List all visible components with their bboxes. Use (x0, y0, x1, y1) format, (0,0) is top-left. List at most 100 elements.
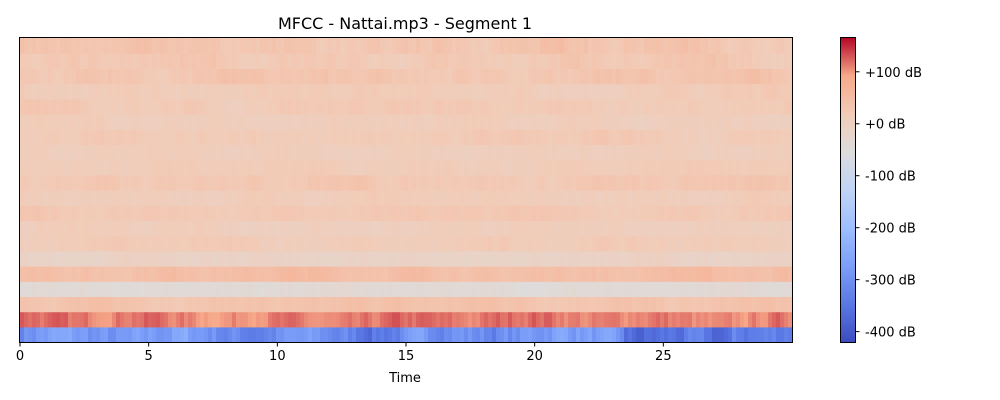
heatmap-cell (364, 68, 369, 85)
heatmap-cell (216, 220, 221, 237)
heatmap-cell (132, 220, 137, 237)
heatmap-cell (192, 38, 197, 54)
heatmap-cell (404, 220, 409, 237)
heatmap-cell (328, 98, 333, 115)
heatmap-cell (220, 205, 225, 221)
heatmap-cell (428, 281, 433, 297)
heatmap-cell (528, 38, 533, 54)
heatmap-cell (284, 68, 289, 85)
heatmap-cell (752, 220, 757, 237)
heatmap-cell (784, 98, 789, 115)
heatmap-cell (100, 190, 105, 206)
heatmap-cell (56, 114, 61, 130)
heatmap-cell (196, 53, 201, 69)
heatmap-cell (648, 266, 653, 282)
heatmap-cell (336, 190, 341, 206)
heatmap-cell (32, 38, 37, 54)
heatmap-cell (280, 266, 285, 282)
heatmap-cell (128, 220, 133, 237)
heatmap-cell (472, 98, 477, 115)
heatmap-cell (464, 296, 469, 313)
heatmap-cell (352, 98, 357, 115)
heatmap-cell (132, 296, 137, 313)
heatmap-cell (220, 129, 225, 145)
heatmap-cell (32, 68, 37, 85)
heatmap-cell (464, 326, 469, 343)
heatmap-cell (448, 83, 453, 100)
heatmap-cell (292, 205, 297, 221)
heatmap-cell (284, 129, 289, 145)
heatmap-cell (228, 250, 233, 267)
heatmap-cell (592, 53, 597, 69)
heatmap-cell (192, 266, 197, 282)
heatmap-cell (88, 296, 93, 313)
heatmap-cell (280, 98, 285, 115)
heatmap-cell (288, 220, 293, 237)
heatmap-cell (628, 114, 633, 130)
heatmap-cell (252, 266, 257, 282)
heatmap-cell (64, 98, 69, 115)
heatmap-cell (56, 159, 61, 176)
heatmap-cell (32, 159, 37, 176)
heatmap-cell (40, 190, 45, 206)
heatmap-cell (756, 144, 761, 161)
heatmap-cell (516, 281, 521, 297)
heatmap-cell (516, 250, 521, 267)
heatmap-cell (72, 266, 77, 282)
heatmap-cell (668, 220, 673, 237)
heatmap-cell (196, 266, 201, 282)
heatmap-cell (52, 83, 57, 100)
heatmap-cell (628, 311, 633, 328)
heatmap-cell (684, 114, 689, 130)
heatmap-cell (136, 68, 141, 85)
heatmap-cell (444, 326, 449, 343)
heatmap-cell (576, 190, 581, 206)
heatmap-cell (252, 174, 257, 191)
heatmap-cell (304, 68, 309, 85)
heatmap-cell (340, 190, 345, 206)
heatmap-cell (208, 296, 213, 313)
heatmap-cell (312, 266, 317, 282)
heatmap-cell (240, 311, 245, 328)
heatmap-cell (756, 205, 761, 221)
colorbar-tick-label: -100 dB (865, 170, 916, 185)
heatmap-cell (144, 250, 149, 267)
heatmap-cell (332, 326, 337, 343)
heatmap-cell (256, 174, 261, 191)
heatmap-cell (700, 38, 705, 54)
heatmap-cell (416, 326, 421, 343)
heatmap-cell (36, 250, 41, 267)
heatmap-cell (116, 68, 121, 85)
heatmap-cell (288, 159, 293, 176)
heatmap-cell (432, 311, 437, 328)
heatmap-cell (596, 250, 601, 267)
heatmap-cell (416, 281, 421, 297)
heatmap-cell (632, 98, 637, 115)
heatmap-cell (80, 220, 85, 237)
heatmap-cell (192, 53, 197, 69)
heatmap-cell (716, 311, 721, 328)
heatmap-cell (288, 38, 293, 54)
heatmap-cell (760, 311, 765, 328)
heatmap-cell (328, 83, 333, 100)
heatmap-cell (272, 205, 277, 221)
heatmap-cell (236, 83, 241, 100)
heatmap-cell (724, 235, 729, 252)
heatmap-cell (28, 266, 33, 282)
heatmap-cell (684, 296, 689, 313)
heatmap-cell (128, 296, 133, 313)
heatmap-cell (240, 159, 245, 176)
heatmap-cell (320, 190, 325, 206)
heatmap-cell (788, 326, 793, 343)
heatmap-cell (372, 220, 377, 237)
heatmap-cell (772, 311, 777, 328)
heatmap-cell (432, 38, 437, 54)
heatmap-cell (536, 296, 541, 313)
heatmap-cell (748, 53, 753, 69)
heatmap-cell (352, 205, 357, 221)
heatmap-cell (516, 190, 521, 206)
heatmap-cell (184, 281, 189, 297)
heatmap-cell (224, 235, 229, 252)
heatmap-cell (480, 266, 485, 282)
heatmap-cell (312, 174, 317, 191)
